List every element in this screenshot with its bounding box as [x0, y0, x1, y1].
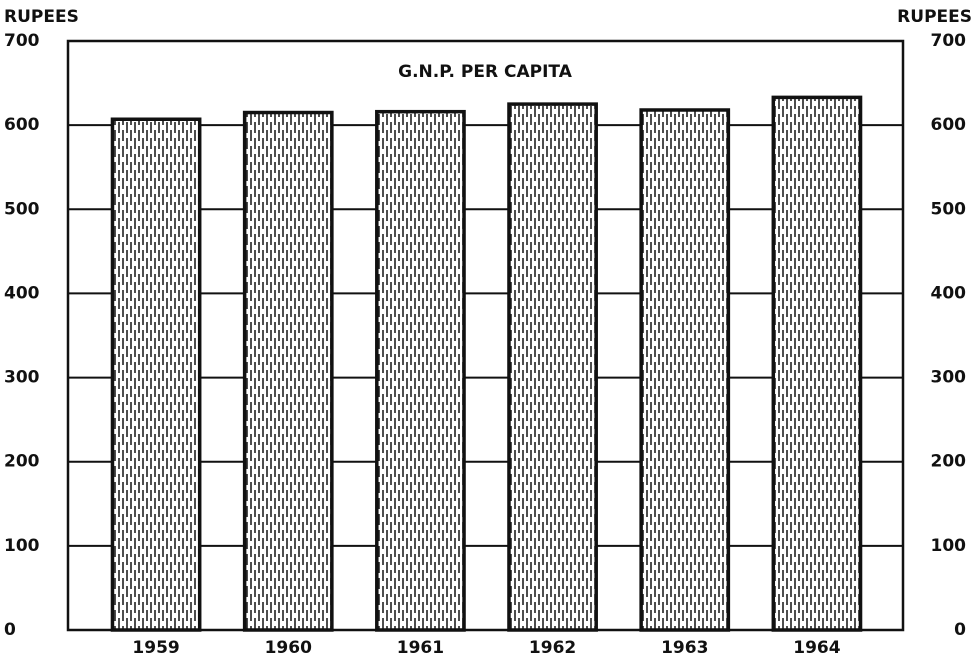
y-tick-label: 600: [4, 115, 40, 135]
x-tick-label: 1963: [661, 638, 708, 658]
x-tick-label: 1961: [397, 638, 444, 658]
y-tick-label: 0: [4, 620, 16, 640]
bar: [507, 102, 598, 632]
y2-tick-label: 100: [931, 536, 967, 556]
y2-tick-label: 500: [931, 199, 967, 219]
bar: [771, 95, 863, 632]
y-tick-label: 200: [4, 452, 40, 472]
bar: [110, 117, 202, 632]
bar: [639, 108, 731, 632]
y2-tick-label: 400: [931, 283, 967, 303]
y2-tick-label: 600: [931, 115, 967, 135]
x-tick-label: 1959: [132, 638, 179, 658]
y-tick-label: 500: [4, 199, 40, 219]
y-tick-label: 100: [4, 536, 40, 556]
y2-tick-label: 200: [931, 452, 967, 472]
y-tick-label: 400: [4, 283, 40, 303]
x-tick-label: 1964: [793, 638, 840, 658]
y2-tick-label: 700: [931, 31, 967, 51]
plot-frame: [66, 39, 905, 632]
x-tick-label: 1960: [265, 638, 312, 658]
bar: [242, 110, 334, 632]
x-tick-label: 1962: [529, 638, 576, 658]
bar: [375, 109, 466, 632]
y-axis-label: RUPEES: [4, 7, 79, 27]
y2-tick-label: 300: [931, 368, 967, 388]
y-tick-label: 300: [4, 368, 40, 388]
y2-axis-label: RUPEES: [897, 7, 972, 27]
chart-title: G.N.P. PER CAPITA: [398, 62, 573, 82]
y-tick-label: 700: [4, 31, 40, 51]
y2-tick-label: 0: [954, 620, 966, 640]
